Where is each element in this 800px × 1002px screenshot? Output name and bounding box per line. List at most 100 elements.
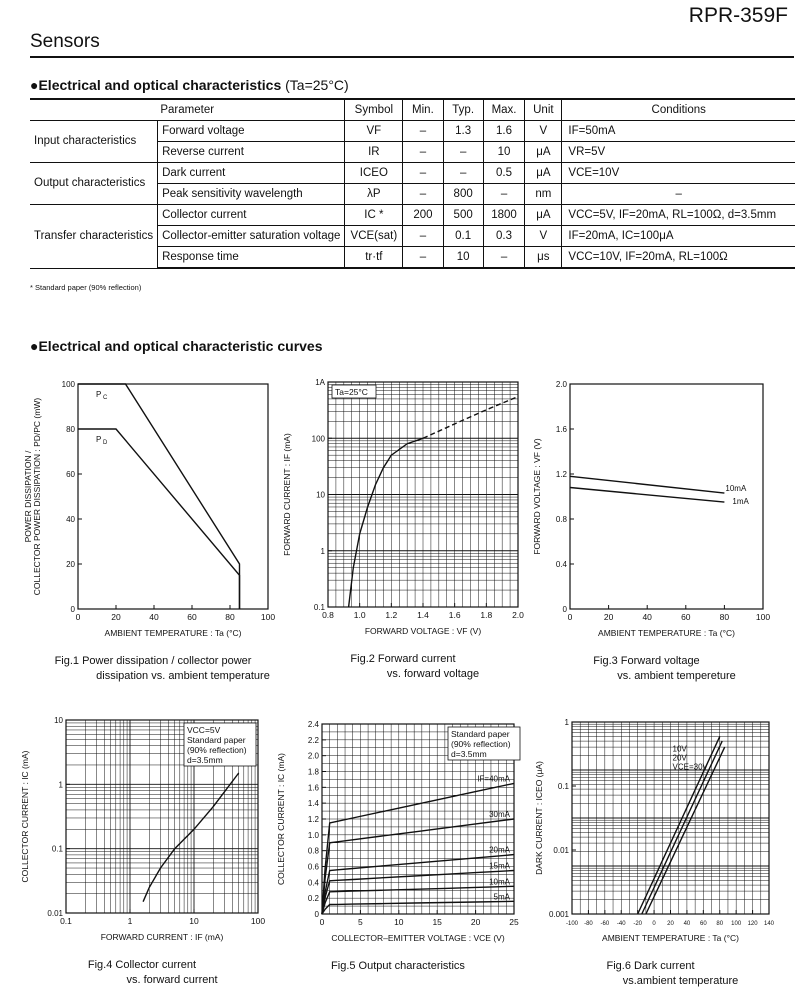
y-axis-label: COLLECTOR CURRENT : IC (mA) <box>276 753 286 885</box>
y-tick-label: 1.0 <box>308 831 320 840</box>
table-row: Input characteristics Forward voltage VF… <box>30 120 795 163</box>
row-typ: – <box>442 162 484 184</box>
x-tick-label: 0 <box>320 917 325 927</box>
x-tick-label: 60 <box>187 612 197 622</box>
bullet-icon: ● <box>30 338 39 354</box>
y-tick-label: 0.01 <box>47 909 63 918</box>
y-tick-label: 1.6 <box>556 425 568 434</box>
x-tick-label: 100 <box>756 612 770 622</box>
annotation-text: d=3.5mm <box>451 749 487 759</box>
table-header-row: Parameter Symbol Min. Typ. Max. Unit Con… <box>30 98 795 121</box>
figure-caption: vs. forward current <box>126 974 217 986</box>
row-unit: μs <box>524 246 563 269</box>
col-parameter: Parameter <box>30 98 346 121</box>
col-unit: Unit <box>524 98 563 121</box>
figure-caption: dissipation vs. ambient temperature <box>96 670 270 682</box>
x-axis-label: AMBIENT TEMPERATURE : Ta (°C) <box>105 628 242 638</box>
table-row: Collector-emitter saturation voltage VCE… <box>30 225 795 247</box>
chart-fig6: -100 -80 -60 -40 -20 0 20 40 60 80 100 120 140 0.001 0… <box>534 718 775 987</box>
y-tick-label: 1.2 <box>308 815 320 824</box>
x-tick-label: 2.0 <box>512 610 524 620</box>
figure-caption: vs. ambient tempereture <box>617 670 736 682</box>
y-tick-label: 1.2 <box>556 470 568 479</box>
x-tick-label: 0 <box>76 612 81 622</box>
series-line <box>347 437 424 608</box>
row-param: Dark current <box>157 162 346 184</box>
x-tick-label: -60 <box>600 921 609 927</box>
table-row: Response time tr·tf – 10 – μs VCC=10V, I… <box>30 246 795 269</box>
row-symbol: ICEO <box>344 162 404 184</box>
x-tick-label: -20 <box>633 921 642 927</box>
chart-fig3: 0 20 40 60 80 100 0 0.4 0.8 1.2 1.6 2.0 AMBIENT TEMP… <box>532 380 770 682</box>
x-tick-label: 40 <box>149 612 159 622</box>
annotation-text: (90% reflection) <box>187 745 247 755</box>
y-axis-label: COLLECTOR POWER DISSIPATION : PD/PC (mW) <box>32 398 42 596</box>
row-cond: – <box>561 183 795 205</box>
row-max: 10 <box>482 141 526 163</box>
row-max: – <box>482 183 526 205</box>
col-min: Min. <box>402 98 444 121</box>
y-tick-label: 1.4 <box>308 799 320 808</box>
y-tick-label: 2.0 <box>556 380 568 389</box>
curves-section-title: ●Electrical and optical characteristic c… <box>30 338 323 354</box>
x-tick-label: 1.4 <box>417 610 429 620</box>
row-cond: VCC=10V, IF=20mA, RL=100Ω <box>561 246 795 269</box>
series-label-sub: D <box>103 440 108 446</box>
x-tick-label: 20 <box>667 921 674 927</box>
x-tick-label: 80 <box>720 612 730 622</box>
row-min: – <box>402 246 444 269</box>
x-tick-label: 0.8 <box>322 610 334 620</box>
y-tick-label: 0.6 <box>308 863 320 872</box>
col-typ: Typ. <box>442 98 484 121</box>
chart-fig2: 0.8 1.0 1.2 1.4 1.6 1.8 2.0 0.1 1 10 100 1A FORWARD … <box>282 378 524 680</box>
annotation-text: (90% reflection) <box>451 739 511 749</box>
spec-section-title: ●Electrical and optical characteristics … <box>30 77 349 93</box>
y-axis-label: COLLECTOR CURRENT : IC (mA) <box>20 750 30 882</box>
x-tick-label: 1 <box>128 916 133 926</box>
series-line <box>321 782 515 915</box>
row-unit: V <box>524 225 563 247</box>
figure-caption: Fig.2 Forward current <box>350 653 455 665</box>
series-label: IF=40mA <box>477 774 510 783</box>
row-cond: IF=20mA, IC=100μA <box>561 225 795 247</box>
x-tick-label: 100 <box>731 921 742 927</box>
row-param: Collector-emitter saturation voltage <box>157 225 346 247</box>
y-tick-label: 2.0 <box>308 752 320 761</box>
series-label: P <box>96 435 101 444</box>
x-tick-label: -80 <box>584 921 593 927</box>
x-tick-label: 5 <box>358 917 363 927</box>
x-tick-label: 0 <box>568 612 573 622</box>
row-min: 200 <box>402 204 444 226</box>
y-tick-label: 2.2 <box>308 736 320 745</box>
x-tick-label: -100 <box>566 921 579 927</box>
row-symbol: IC * <box>344 204 404 226</box>
row-max: 0.3 <box>482 225 526 247</box>
row-cond: VCC=5V, IF=20mA, RL=100Ω, d=3.5mm <box>561 204 795 226</box>
x-tick-label: 20 <box>604 612 614 622</box>
row-max: 0.5 <box>482 162 526 184</box>
col-symbol: Symbol <box>344 98 404 121</box>
x-tick-label: 120 <box>748 921 759 927</box>
series-line <box>142 772 240 902</box>
plot-frame <box>65 719 259 914</box>
x-axis-label: FORWARD VOLTAGE : VF (V) <box>365 626 482 636</box>
y-tick-label: 0.001 <box>549 910 570 919</box>
series-line <box>321 818 515 915</box>
table-row: Transfer characteristics Collector curre… <box>30 204 795 269</box>
series-line <box>637 736 721 915</box>
x-tick-label: 20 <box>471 917 481 927</box>
series-line <box>321 853 515 915</box>
y-tick-label: 0.01 <box>553 846 569 855</box>
y-axis-label: FORWARD VOLTAGE : VF (V) <box>532 438 542 555</box>
figure-caption: vs. forward voltage <box>387 668 479 680</box>
row-param: Response time <box>157 246 346 269</box>
col-max: Max. <box>482 98 526 121</box>
row-min: – <box>402 183 444 205</box>
x-tick-label: 40 <box>642 612 652 622</box>
x-tick-label: 10 <box>189 916 199 926</box>
spec-table: Parameter Symbol Min. Typ. Max. Unit Con… <box>30 98 795 269</box>
row-max: – <box>482 246 526 269</box>
y-tick-label: 0.4 <box>308 878 320 887</box>
series-label: 30mA <box>489 810 511 819</box>
